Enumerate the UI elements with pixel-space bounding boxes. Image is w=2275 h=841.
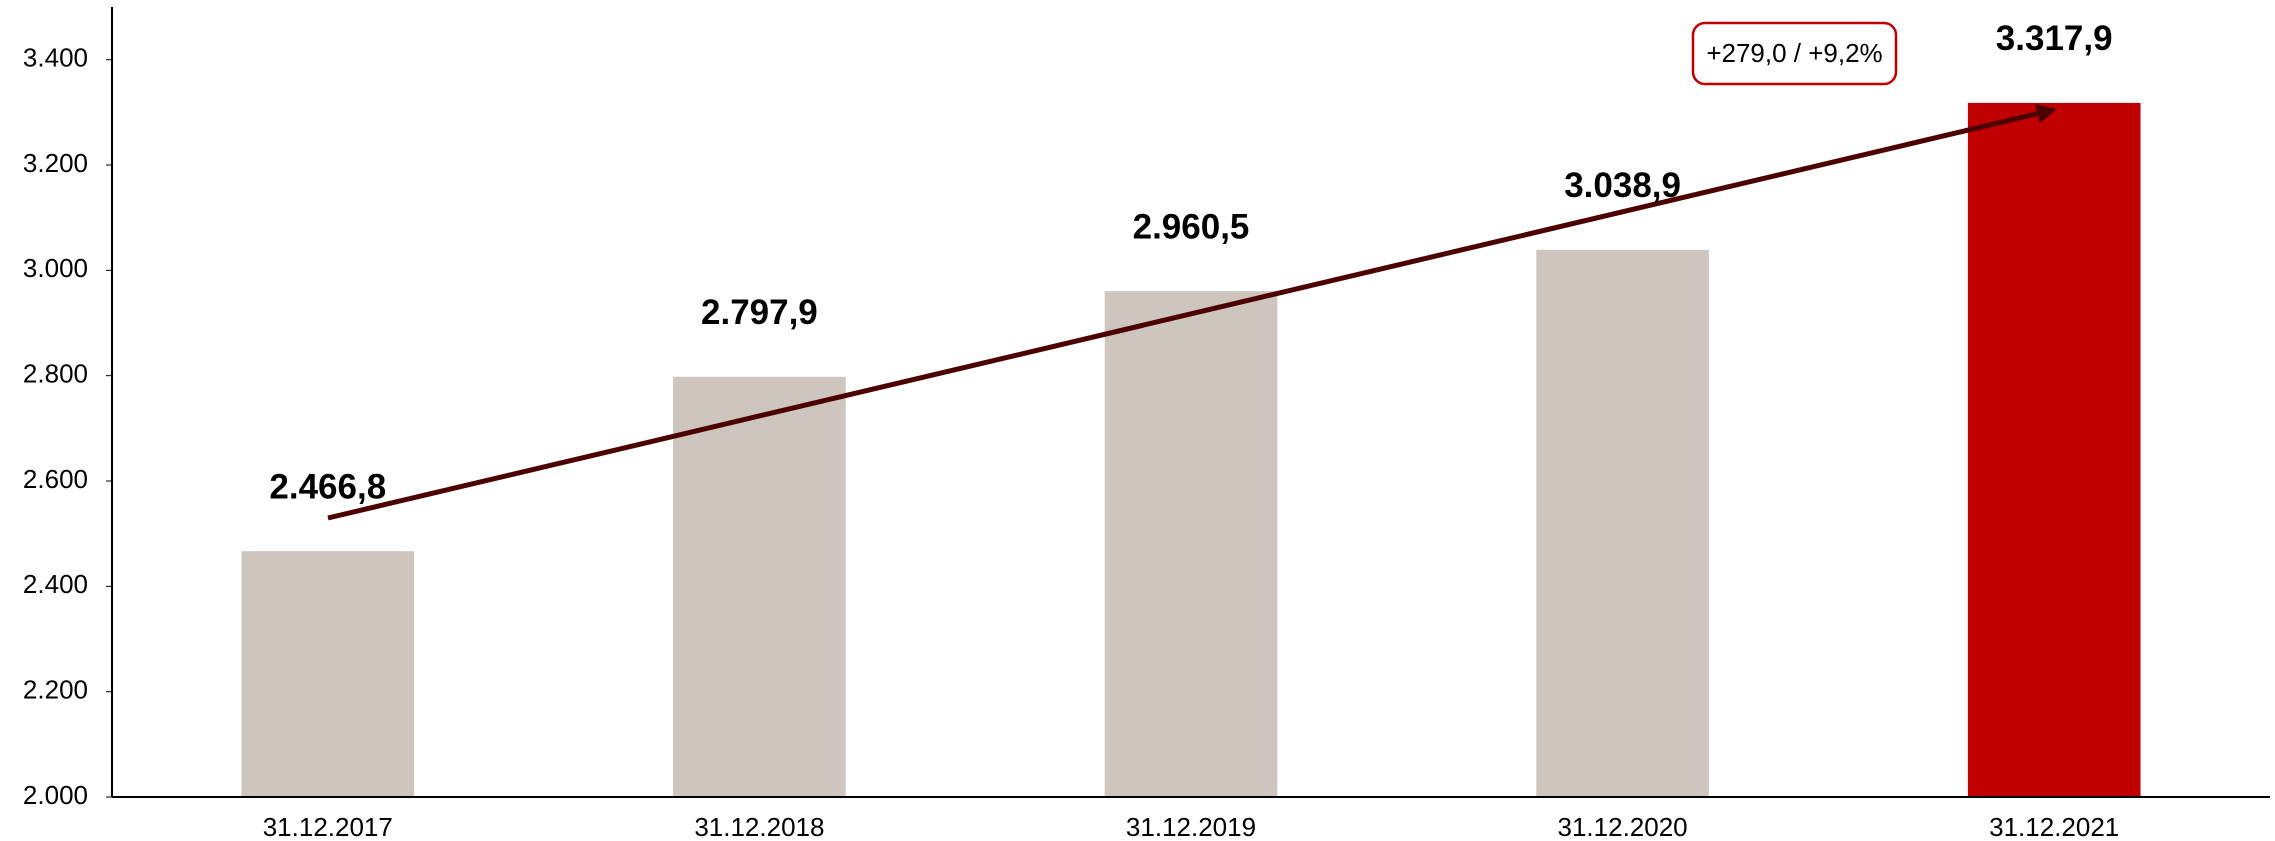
- bars: [241, 102, 2141, 797]
- y-tick-label: 3.200: [23, 148, 88, 178]
- bar: [673, 376, 846, 797]
- bar: [241, 551, 415, 797]
- x-tick-label: 31.12.2017: [263, 812, 393, 841]
- y-tick-label: 2.600: [23, 464, 88, 494]
- y-tick-label: 3.000: [23, 253, 88, 283]
- annotation: +279,0 / +9,2%: [1706, 38, 1882, 68]
- value-label: 2.960,5: [1133, 207, 1250, 246]
- value-label: 3.038,9: [1564, 166, 1681, 205]
- x-tick-label: 31.12.2019: [1126, 812, 1256, 841]
- bar: [1536, 249, 1709, 797]
- y-tick-label: 2.400: [23, 569, 88, 599]
- y-tick-label: 2.800: [23, 359, 88, 389]
- y-tick-label: 2.000: [23, 780, 88, 810]
- value-label: 3.317,9: [1996, 19, 2113, 58]
- y-tick-label: 3.400: [23, 43, 88, 73]
- bar: [1104, 291, 1278, 797]
- value-label: 2.466,8: [269, 467, 386, 506]
- x-tick-label: 31.12.2018: [694, 812, 824, 841]
- y-tick-label: 2.200: [23, 675, 88, 705]
- value-label: 2.797,9: [701, 293, 818, 332]
- bar: [1967, 102, 2141, 797]
- annotation-box: [1691, 21, 1898, 86]
- x-tick-label: 31.12.2020: [1558, 812, 1688, 841]
- trend-arrow: [327, 103, 2057, 521]
- x-tick-label: 31.12.2021: [1989, 812, 2119, 841]
